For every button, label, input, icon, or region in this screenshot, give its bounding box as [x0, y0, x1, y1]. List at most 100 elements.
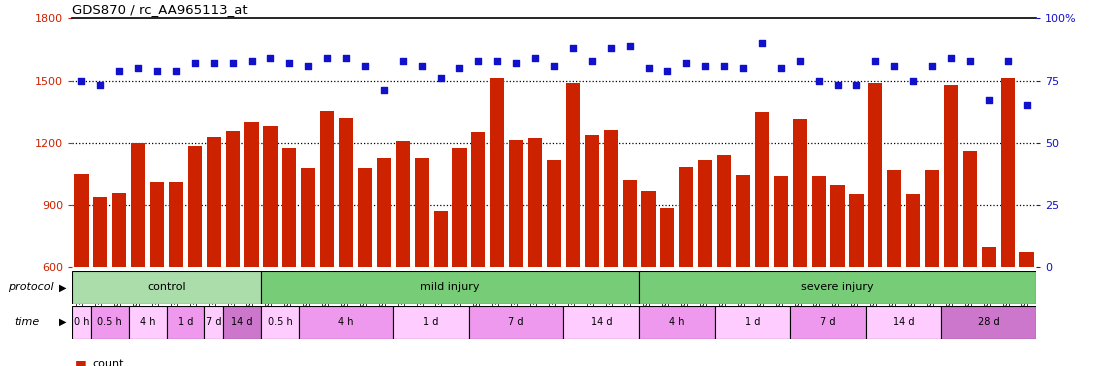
- Point: [337, 55, 355, 61]
- Bar: [264, 126, 278, 267]
- Point: [848, 83, 865, 89]
- Bar: [982, 247, 996, 267]
- Bar: [869, 83, 882, 267]
- Point: [1017, 102, 1035, 108]
- Bar: [112, 193, 126, 267]
- Bar: [865, 306, 942, 339]
- Bar: [564, 306, 639, 339]
- Bar: [906, 194, 921, 267]
- Bar: [679, 167, 694, 267]
- Bar: [261, 306, 299, 339]
- Text: control: control: [147, 282, 186, 292]
- Bar: [830, 185, 844, 267]
- Bar: [888, 170, 901, 267]
- Bar: [623, 180, 637, 267]
- Bar: [566, 83, 579, 267]
- Point: [620, 43, 638, 49]
- Bar: [283, 148, 297, 267]
- Bar: [547, 160, 561, 267]
- Text: mild injury: mild injury: [420, 282, 480, 292]
- Bar: [393, 306, 469, 339]
- Bar: [131, 143, 145, 267]
- Point: [280, 60, 298, 66]
- Point: [791, 58, 809, 64]
- Bar: [469, 306, 564, 339]
- Point: [413, 63, 431, 68]
- Point: [224, 60, 242, 66]
- Bar: [301, 168, 316, 267]
- Point: [186, 60, 204, 66]
- Bar: [226, 131, 239, 267]
- Point: [810, 78, 828, 83]
- Point: [394, 58, 412, 64]
- Bar: [377, 158, 391, 267]
- Text: severe injury: severe injury: [801, 282, 874, 292]
- Point: [866, 58, 884, 64]
- Point: [545, 63, 563, 68]
- Bar: [790, 306, 865, 339]
- Bar: [414, 158, 429, 267]
- Text: 0.5 h: 0.5 h: [98, 317, 122, 327]
- Point: [470, 58, 488, 64]
- Point: [526, 55, 544, 61]
- Bar: [509, 139, 523, 267]
- Bar: [773, 176, 788, 267]
- Point: [998, 58, 1016, 64]
- Text: 0.5 h: 0.5 h: [267, 317, 293, 327]
- Bar: [74, 174, 89, 267]
- Point: [318, 55, 336, 61]
- Text: ▶: ▶: [59, 317, 66, 327]
- Bar: [639, 271, 1036, 304]
- Point: [735, 65, 752, 71]
- Point: [356, 63, 373, 68]
- Bar: [963, 151, 977, 267]
- Bar: [129, 306, 166, 339]
- Bar: [166, 306, 204, 339]
- Text: 14 d: 14 d: [232, 317, 253, 327]
- Text: 7 d: 7 d: [820, 317, 835, 327]
- Bar: [698, 160, 712, 267]
- Bar: [660, 208, 675, 267]
- Text: GDS870 / rc_AA965113_at: GDS870 / rc_AA965113_at: [72, 3, 248, 16]
- Text: protocol: protocol: [8, 282, 53, 292]
- Point: [205, 60, 223, 66]
- Point: [243, 58, 260, 64]
- Bar: [792, 119, 807, 267]
- Text: 4 h: 4 h: [338, 317, 353, 327]
- Bar: [850, 194, 863, 267]
- Bar: [942, 306, 1036, 339]
- Bar: [207, 137, 220, 267]
- Text: time: time: [14, 317, 40, 327]
- Point: [753, 40, 771, 46]
- Point: [261, 55, 279, 61]
- Point: [130, 65, 147, 71]
- Point: [923, 63, 941, 68]
- Bar: [72, 271, 261, 304]
- Bar: [452, 148, 466, 267]
- Bar: [168, 182, 183, 267]
- Bar: [187, 146, 202, 267]
- Bar: [91, 306, 129, 339]
- Bar: [811, 176, 825, 267]
- Text: 1 d: 1 d: [745, 317, 760, 327]
- Bar: [299, 306, 393, 339]
- Point: [167, 68, 185, 74]
- Bar: [339, 118, 353, 267]
- Bar: [1019, 252, 1034, 267]
- Point: [148, 68, 166, 74]
- Bar: [261, 271, 639, 304]
- Bar: [204, 306, 223, 339]
- Bar: [925, 170, 940, 267]
- Bar: [433, 211, 448, 267]
- Point: [375, 87, 392, 93]
- Point: [772, 65, 790, 71]
- Point: [507, 60, 525, 66]
- Bar: [72, 267, 1036, 277]
- Point: [658, 68, 676, 74]
- Point: [716, 63, 733, 68]
- Text: 4 h: 4 h: [140, 317, 155, 327]
- Text: 28 d: 28 d: [978, 317, 999, 327]
- Point: [639, 65, 657, 71]
- Bar: [490, 78, 504, 267]
- Text: 4 h: 4 h: [669, 317, 685, 327]
